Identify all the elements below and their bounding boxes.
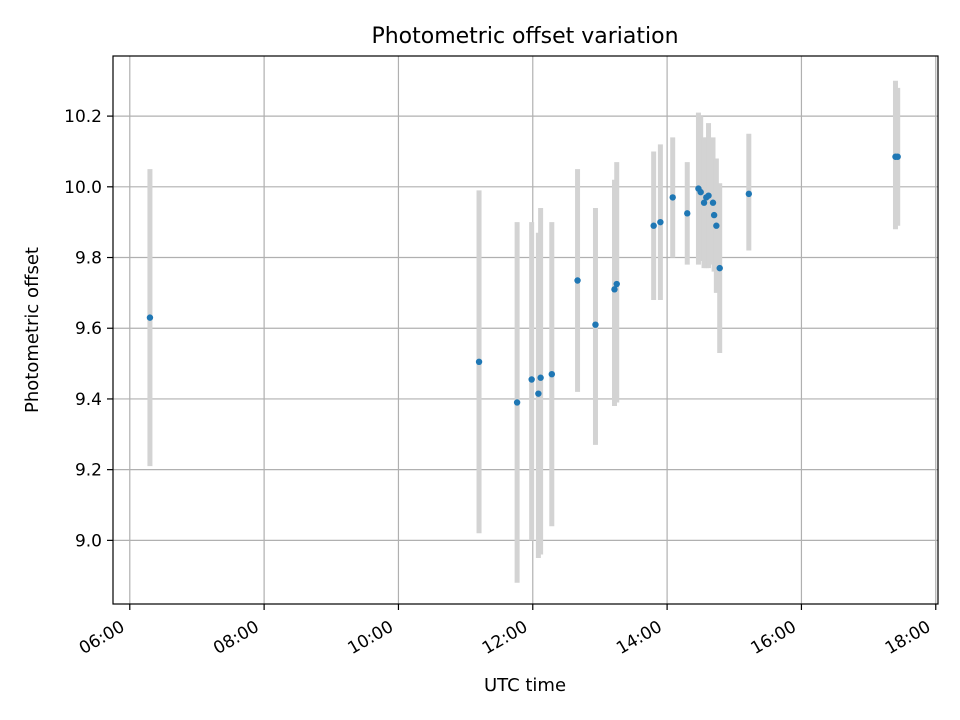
data-point <box>705 192 712 199</box>
data-point <box>650 222 657 229</box>
y-tick-label: 9.8 <box>75 249 102 269</box>
x-axis-label: UTC time <box>484 675 566 696</box>
point-layer <box>146 153 901 406</box>
data-point <box>710 211 718 219</box>
y-tick-label: 9.4 <box>75 390 102 410</box>
y-tick-label: 9.2 <box>75 461 102 481</box>
data-point <box>894 153 901 160</box>
data-point <box>535 390 542 397</box>
data-point <box>592 321 599 328</box>
data-point <box>611 286 618 293</box>
data-point <box>613 280 620 288</box>
y-tick-label: 9.6 <box>75 319 102 339</box>
y-tick-label: 9.0 <box>75 531 102 551</box>
data-point <box>713 222 720 229</box>
data-point <box>700 199 708 206</box>
plot-frame <box>112 55 939 605</box>
grid-layer <box>113 56 938 604</box>
data-point <box>528 376 535 383</box>
data-point <box>475 358 483 366</box>
data-point <box>697 188 704 196</box>
y-tick-label: 10.0 <box>64 178 102 198</box>
data-point <box>146 314 154 321</box>
y-tick-label: 10.2 <box>64 107 102 127</box>
data-point <box>548 370 556 378</box>
data-point <box>574 277 581 284</box>
data-point <box>709 199 717 206</box>
data-point <box>745 190 753 198</box>
data-point <box>537 374 544 381</box>
data-point <box>513 399 521 406</box>
data-point <box>684 210 691 217</box>
data-point <box>716 264 723 272</box>
data-point <box>669 194 676 201</box>
data-point <box>657 218 664 226</box>
y-axis-label: Photometric offset <box>22 247 43 413</box>
chart-title: Photometric offset variation <box>371 24 678 49</box>
